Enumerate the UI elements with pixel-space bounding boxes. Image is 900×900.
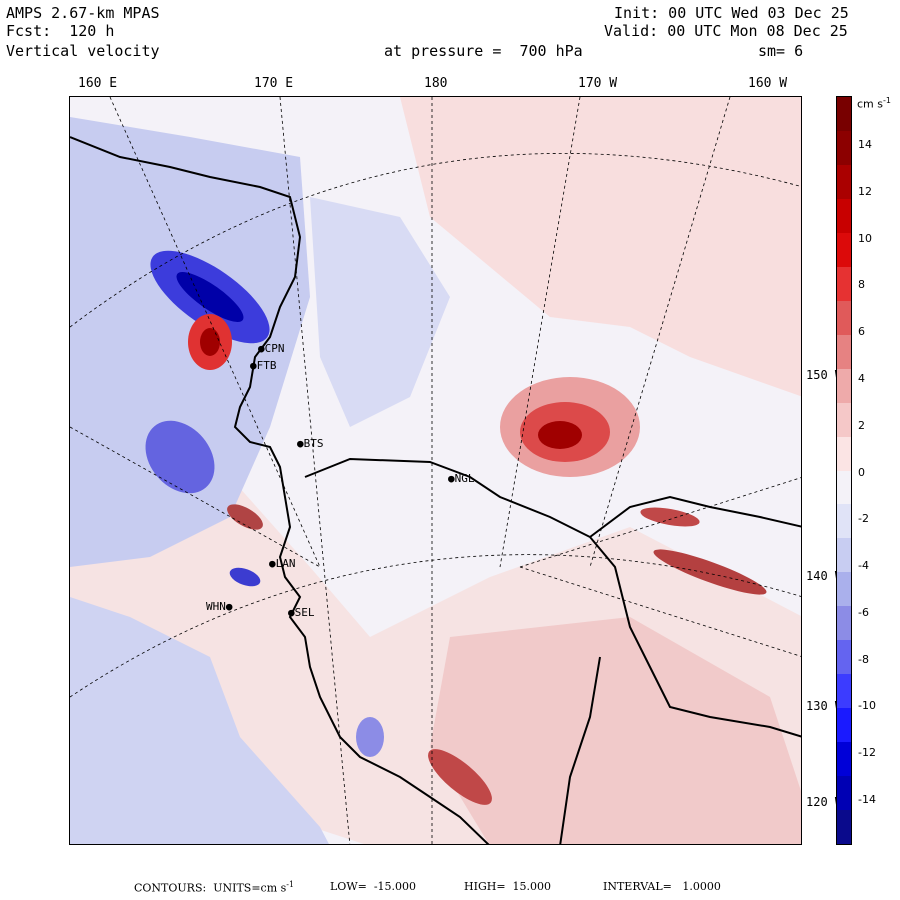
colorbar-tick-label: 14 (858, 138, 872, 151)
descent-band (229, 567, 261, 587)
lon-label: 160 E (78, 76, 118, 91)
pressure-level: at pressure = 700 hPa (384, 42, 583, 60)
lon-label: 160 W (748, 76, 788, 91)
strong-descent (176, 272, 244, 322)
colorbar-swatch (837, 334, 851, 370)
colorbar-swatch (837, 640, 851, 675)
footer-interval: INTERVAL= 1.0000 (603, 880, 721, 893)
footer-low: LOW= -15.000 (330, 880, 417, 893)
colorbar-swatch (837, 402, 851, 438)
ascent-core (538, 421, 582, 449)
colorbar-tick-label: -2 (858, 512, 869, 526)
station-ngl[interactable]: ●NGL (448, 472, 475, 485)
colorbar-swatch (837, 742, 851, 777)
footer-contours: CONTOURS: UNITS=cm s-1 (134, 880, 295, 895)
colorbar-swatch (837, 470, 851, 505)
ascent-region (400, 97, 801, 397)
station-sel[interactable]: ●SEL (288, 606, 315, 619)
strong-ascent (200, 328, 220, 356)
colorbar-swatch (837, 97, 851, 132)
colorbar-tick-label: -10 (858, 699, 876, 713)
lon-label: 170 E (254, 76, 294, 91)
colorbar-tick-label: -14 (858, 793, 876, 806)
descent-band (356, 717, 384, 757)
colorbar-swatch (837, 164, 851, 200)
colorbar-swatch (837, 572, 851, 607)
colorbar-tick-label: -6 (858, 605, 869, 619)
colorbar-tick-label: 4 (858, 371, 865, 385)
colorbar-tick-label: 12 (858, 184, 872, 198)
ascent-band (428, 749, 492, 805)
descent-band (145, 420, 215, 494)
smoothing-label: sm= 6 (758, 42, 804, 60)
map-canvas (70, 97, 801, 844)
colorbar-swatch (837, 606, 851, 641)
station-lan[interactable]: ●LAN (269, 557, 296, 570)
ascent-band (640, 507, 700, 527)
colorbar-swatch (837, 810, 851, 845)
colorbar-swatch (837, 708, 851, 743)
colorbar-swatch (837, 266, 851, 302)
station-whn[interactable]: WHN● (206, 600, 233, 613)
model-title: AMPS 2.67-km MPAS (6, 4, 160, 22)
colorbar-swatch (837, 776, 851, 811)
colorbar-swatch (837, 538, 851, 573)
colorbar-tick-label: -4 (858, 559, 869, 573)
colorbar-swatch (837, 232, 851, 268)
colorbar-units: cm s-1 (857, 96, 891, 111)
ascent-band (227, 504, 263, 530)
descent-region (310, 197, 450, 427)
station-ftb[interactable]: ●FTB (250, 359, 277, 372)
ascent-region (430, 617, 801, 844)
descent-region (70, 597, 329, 844)
colorbar-swatch (837, 368, 851, 404)
lon-label: 170 W (578, 76, 618, 91)
ascent-band (653, 549, 767, 595)
colorbar-tick-label: -12 (858, 746, 876, 760)
colorbar-tick-label: 6 (858, 325, 865, 339)
colorbar-tick-label: -8 (858, 652, 869, 666)
colorbar-tick-label: 0 (858, 465, 865, 479)
station-bts[interactable]: ●BTS (297, 437, 324, 450)
map-panel[interactable]: ●CPN ●FTB ●BTS ●NGL ●LAN WHN● ●SEL (69, 96, 802, 845)
lon-label: 180 (424, 76, 448, 91)
colorbar-tick-label: 2 (858, 418, 865, 432)
graticule (70, 97, 801, 844)
station-cpn[interactable]: ●CPN (258, 342, 285, 355)
colorbar-swatch (837, 674, 851, 709)
colorbar-swatch (837, 504, 851, 539)
colorbar-swatch (837, 130, 851, 166)
colorbar-swatch (837, 436, 851, 471)
colorbar (836, 96, 852, 845)
colorbar-tick-label: 8 (858, 278, 865, 292)
colorbar-tick-label: 10 (858, 231, 872, 245)
colorbar-swatch (837, 300, 851, 336)
valid-time: Valid: 00 UTC Mon 08 Dec 25 (604, 22, 848, 40)
field-name: Vertical velocity (6, 42, 160, 60)
coastline (70, 136, 801, 844)
init-time: Init: 00 UTC Wed 03 Dec 25 (614, 4, 849, 22)
forecast-hour: Fcst: 120 h (6, 22, 115, 40)
colorbar-swatch (837, 198, 851, 234)
footer-high: HIGH= 15.000 (464, 880, 552, 893)
